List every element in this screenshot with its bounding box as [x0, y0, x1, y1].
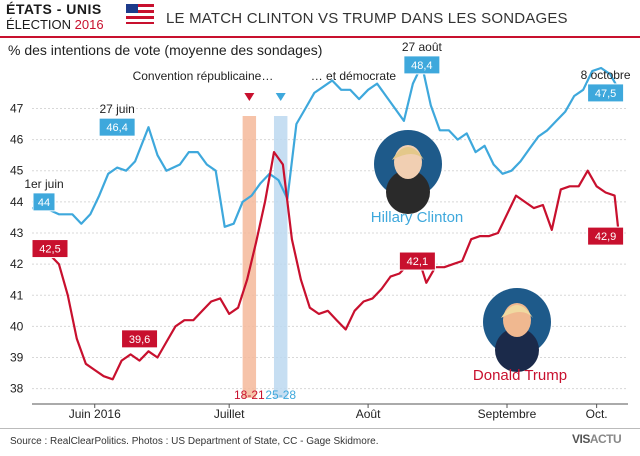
- date-note: 1er juin: [24, 177, 63, 191]
- convention-label: … et démocrate: [311, 69, 397, 83]
- convention-band: [273, 116, 288, 398]
- x-tick-label: Septembre: [478, 407, 537, 421]
- chart-ylabel: % des intentions de vote (moyenne des so…: [8, 42, 323, 58]
- date-note: 27 juin: [99, 102, 134, 116]
- convention-marker-icon: [275, 93, 286, 101]
- clinton-value-label: [32, 192, 56, 212]
- visactu-logo: VISACTU: [572, 432, 622, 446]
- poll-chart: 38 39 40 41 42 43 44 45 46 47 18-21 Convention répu…: [10, 40, 631, 421]
- candidate-name-trump: Donald Trump: [473, 367, 567, 384]
- trump-value-label: [31, 239, 69, 259]
- y-tick-label: 45: [10, 164, 24, 178]
- x-tick-label: Août: [356, 407, 381, 421]
- portrait-hair: [501, 305, 533, 318]
- brand-bottom-prefix: ÉLECTION: [6, 17, 75, 32]
- logo-part-a: VIS: [572, 432, 590, 446]
- source-note: Source : RealClearPolitics. Photos : US …: [10, 436, 379, 447]
- date-note: 27 août: [402, 40, 443, 54]
- clinton-value-label: [98, 117, 136, 137]
- y-tick-label: 43: [10, 226, 24, 240]
- headline: LE MATCH CLINTON VS TRUMP DANS LES SONDA…: [166, 10, 568, 27]
- portrait-body: [495, 328, 539, 372]
- convention-label: Convention républicaine…: [133, 69, 274, 83]
- header-rule: [0, 36, 640, 38]
- trump-value-text: 42,5: [39, 244, 60, 256]
- y-tick-label: 39: [10, 351, 24, 365]
- x-tick-label: Juillet: [214, 407, 245, 421]
- clinton-value-label: [403, 55, 441, 75]
- clinton-value-text: 47,5: [595, 88, 616, 100]
- y-tick-label: 38: [10, 382, 24, 396]
- date-note: 8 octobre: [581, 68, 631, 82]
- trump-value-label: [398, 251, 436, 271]
- clinton-value-text: 48,4: [411, 60, 432, 72]
- clinton-value-text: 44: [38, 197, 50, 209]
- y-tick-label: 41: [10, 288, 24, 302]
- convention-band: [242, 116, 257, 398]
- convention-dates: 25-28: [265, 388, 296, 402]
- trump-value-text: 42,1: [407, 256, 428, 268]
- series-line: [31, 151, 621, 381]
- series-line: [32, 63, 620, 228]
- footer-rule: [0, 428, 640, 429]
- clinton-value-text: 46,4: [106, 122, 127, 134]
- candidate-name-clinton: Hillary Clinton: [371, 209, 464, 226]
- logo-part-b: ACTU: [589, 432, 622, 446]
- brand-top: ÉTATS - UNIS: [6, 1, 102, 17]
- x-tick-label: Juin 2016: [69, 407, 121, 421]
- trump-value-text: 42,9: [595, 231, 616, 243]
- y-tick-label: 47: [10, 101, 24, 115]
- trump-value-text: 39,6: [129, 334, 150, 346]
- trump-value-label: [587, 226, 625, 246]
- y-tick-label: 40: [10, 319, 24, 333]
- y-tick-label: 46: [10, 133, 24, 147]
- trump-value-label: [121, 329, 159, 349]
- convention-marker-icon: [244, 93, 255, 101]
- y-tick-label: 44: [10, 195, 24, 209]
- brand-bottom: ÉLECTION 2016: [6, 17, 104, 32]
- convention-dates: 18-21: [234, 388, 265, 402]
- clinton-value-label: [587, 83, 625, 103]
- header: ÉTATS - UNIS ÉLECTION 2016 LE MATCH CLIN…: [0, 0, 640, 36]
- portrait-body: [386, 170, 430, 214]
- us-flag-icon: [126, 4, 154, 24]
- brand-year: 2016: [74, 17, 104, 32]
- y-tick-label: 42: [10, 257, 24, 271]
- portrait-hair: [392, 147, 424, 160]
- x-tick-label: Oct.: [586, 407, 608, 421]
